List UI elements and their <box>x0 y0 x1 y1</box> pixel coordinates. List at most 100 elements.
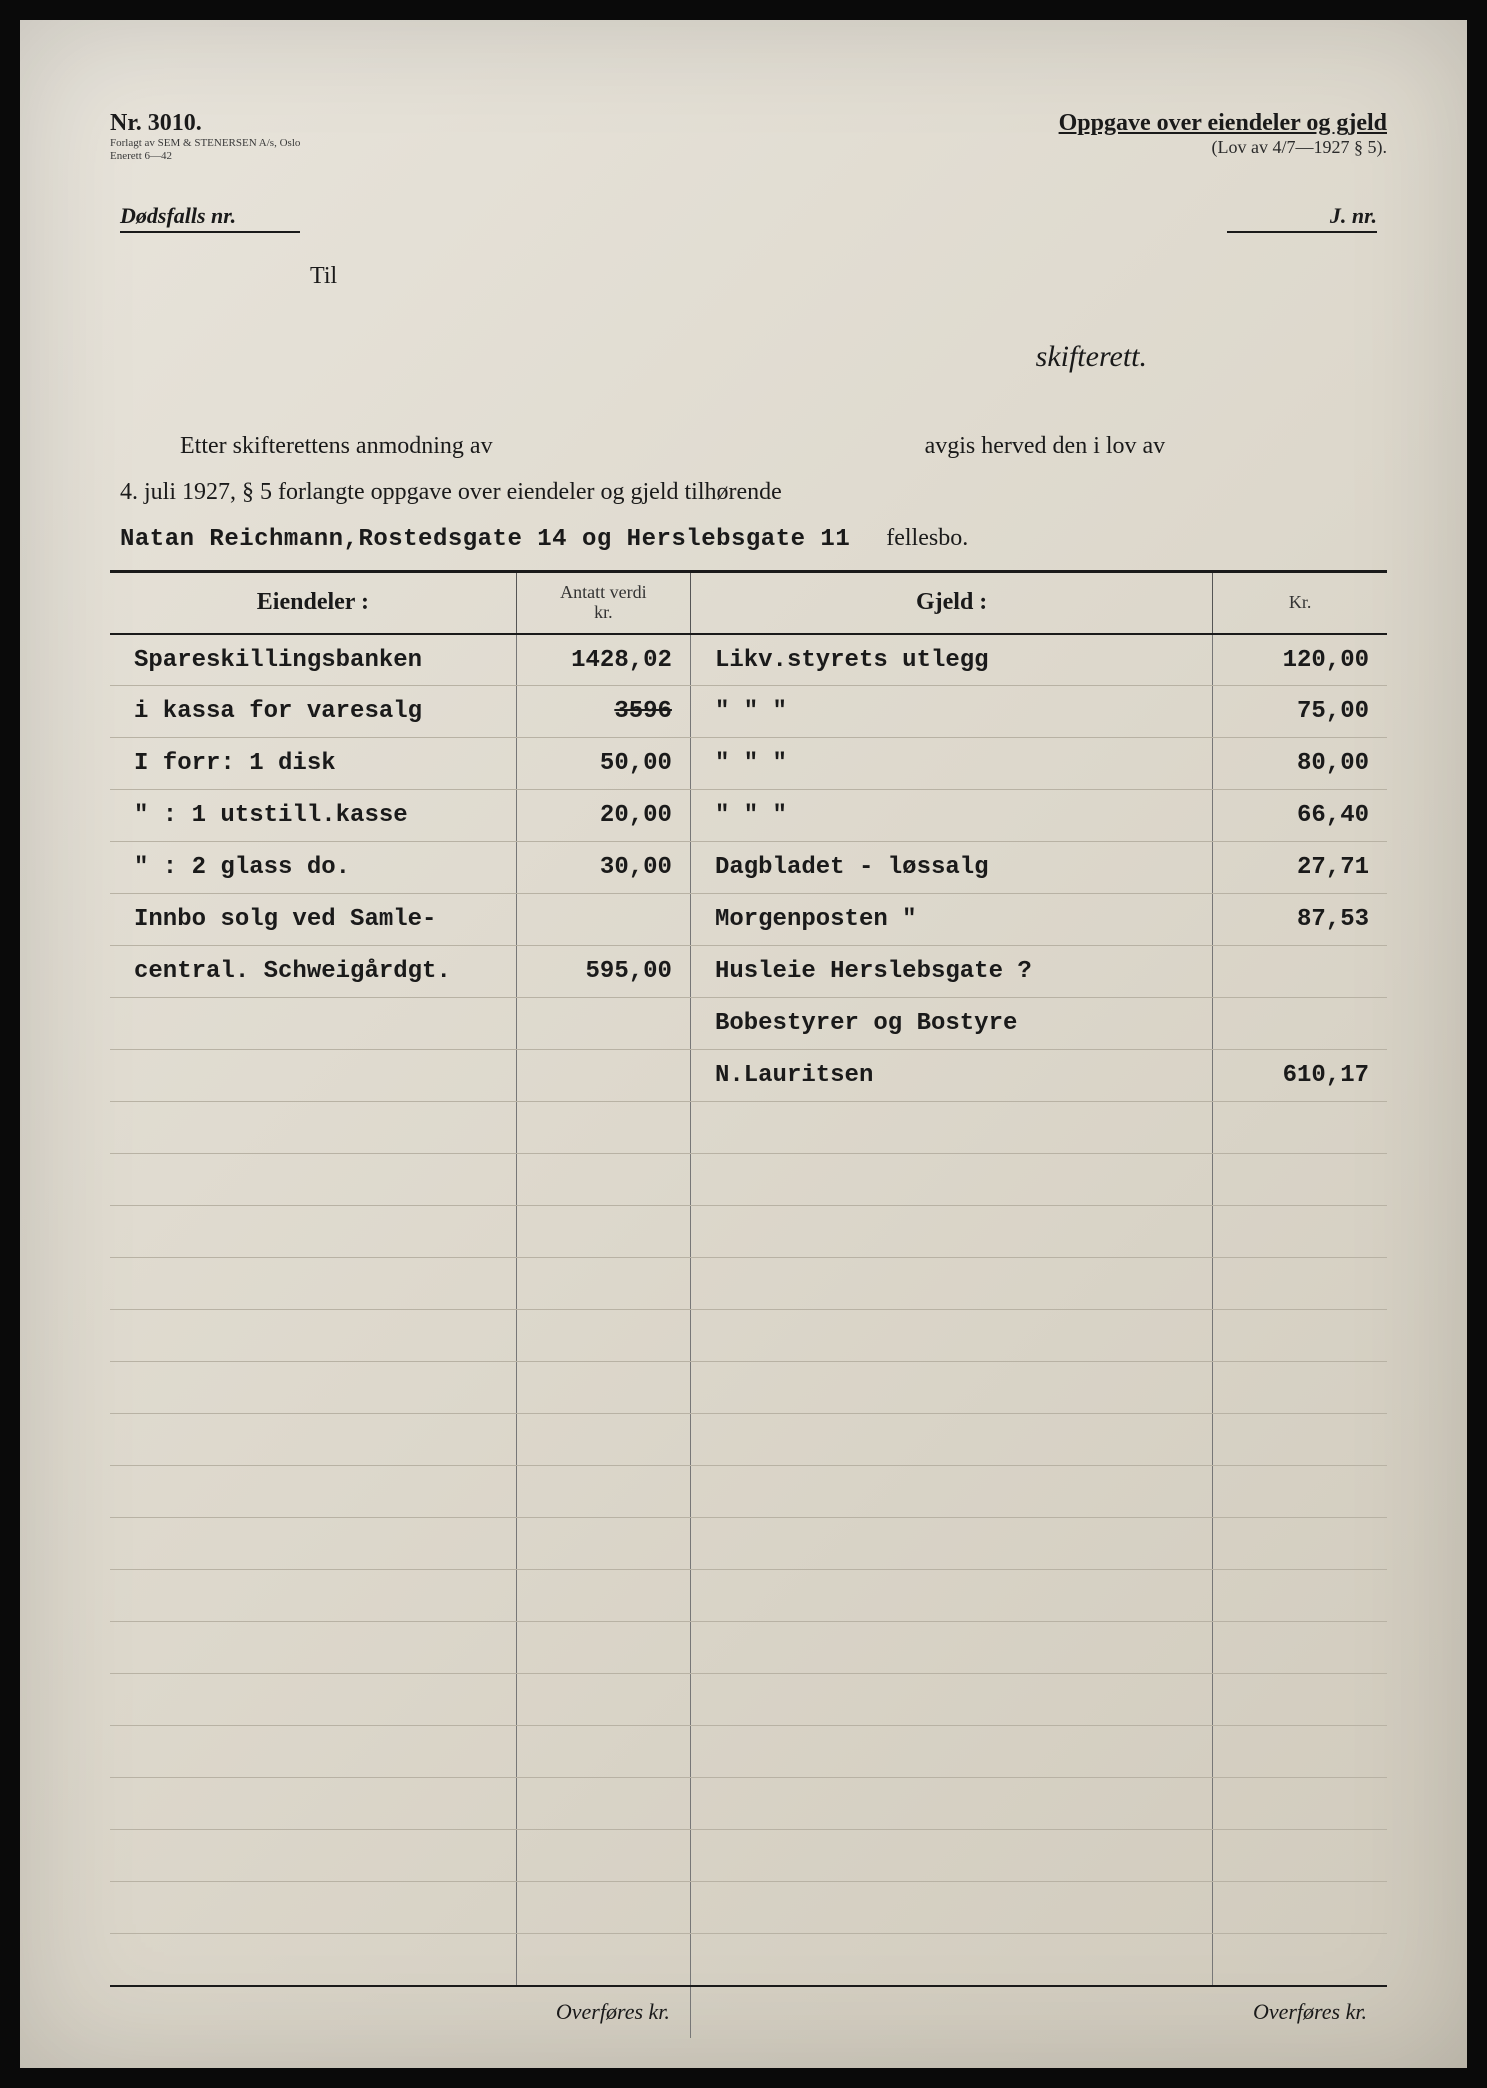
eiendeler-amount <box>516 1050 690 1102</box>
table-row <box>110 1518 1387 1570</box>
eiendeler-desc <box>110 1882 516 1934</box>
gjeld-amount: 610,17 <box>1213 1050 1387 1102</box>
eiendeler-amount: 595,00 <box>516 946 690 998</box>
table-row <box>110 1830 1387 1882</box>
table-row: Bobestyrer og Bostyre <box>110 998 1387 1050</box>
footer-row: Overføres kr. Overføres kr. <box>110 1986 1387 2038</box>
eiendeler-amount <box>516 1674 690 1726</box>
table-row <box>110 1934 1387 1986</box>
gjeld-desc <box>690 1570 1212 1622</box>
fellesbo-label: fellesbo. <box>886 516 968 562</box>
table-row <box>110 1310 1387 1362</box>
table-row: Spareskillingsbanken1428,02Likv.styrets … <box>110 634 1387 686</box>
eiendeler-amount <box>516 1778 690 1830</box>
table-row: i kassa for varesalg3596" " "75,00 <box>110 686 1387 738</box>
gjeld-amount <box>1213 1778 1387 1830</box>
gjeld-amount <box>1213 1622 1387 1674</box>
eiendeler-desc: I forr: 1 disk <box>110 738 516 790</box>
table-row <box>110 1570 1387 1622</box>
gjeld-desc <box>690 1674 1212 1726</box>
til-label: Til <box>310 263 1387 290</box>
eiendeler-desc <box>110 1310 516 1362</box>
eiendeler-desc <box>110 1934 516 1986</box>
gjeld-amount: 66,40 <box>1213 790 1387 842</box>
gjeld-amount <box>1213 1466 1387 1518</box>
gjeld-desc <box>690 1154 1212 1206</box>
gjeld-desc: " " " <box>690 790 1212 842</box>
gjeld-desc: Dagbladet - løssalg <box>690 842 1212 894</box>
gjeld-desc <box>690 1778 1212 1830</box>
eiendeler-desc <box>110 1674 516 1726</box>
gjeld-desc <box>690 1206 1212 1258</box>
gjeld-desc <box>690 1466 1212 1518</box>
gjeld-desc <box>690 1102 1212 1154</box>
eiendeler-amount <box>516 1414 690 1466</box>
table-row: " : 1 utstill.kasse20,00" " "66,40 <box>110 790 1387 842</box>
table-row <box>110 1206 1387 1258</box>
body-line-3: Natan Reichmann,Rostedsgate 14 og Hersle… <box>120 516 1377 563</box>
gjeld-amount <box>1213 1830 1387 1882</box>
publisher-line1: Forlagt av SEM & STENERSEN A/s, Oslo <box>110 137 300 150</box>
body-line-1: Etter skifterettens anmodning av avgis h… <box>120 424 1377 470</box>
eiendeler-desc <box>110 1206 516 1258</box>
gjeld-amount <box>1213 1726 1387 1778</box>
gjeld-amount: 87,53 <box>1213 894 1387 946</box>
gjeld-amount <box>1213 1102 1387 1154</box>
eiendeler-amount <box>516 1102 690 1154</box>
body-line-2: 4. juli 1927, § 5 forlangte oppgave over… <box>120 470 1377 516</box>
gjeld-desc <box>690 1310 1212 1362</box>
body-suffix: avgis herved den i lov av <box>925 433 1166 459</box>
gjeld-amount <box>1213 1414 1387 1466</box>
eiendeler-desc <box>110 1258 516 1310</box>
eiendeler-amount <box>516 1258 690 1310</box>
gjeld-desc <box>690 1258 1212 1310</box>
eiendeler-desc <box>110 1622 516 1674</box>
publisher-line2: Enerett 6—42 <box>110 150 300 163</box>
ledger-table: Eiendeler : Antatt verdi kr. Gjeld : Kr.… <box>110 573 1387 2038</box>
eiendeler-amount: 3596 <box>516 686 690 738</box>
eiendeler-amount <box>516 1154 690 1206</box>
gjeld-desc <box>690 1518 1212 1570</box>
table-row: I forr: 1 disk50,00" " "80,00 <box>110 738 1387 790</box>
gjeld-amount <box>1213 1154 1387 1206</box>
gjeld-desc <box>690 1622 1212 1674</box>
law-reference: (Lov av 4/7—1927 § 5). <box>1059 137 1387 158</box>
gjeld-amount <box>1213 1310 1387 1362</box>
header-antatt-verdi: Antatt verdi kr. <box>516 573 690 634</box>
eiendeler-amount <box>516 1362 690 1414</box>
header-gjeld: Gjeld : <box>690 573 1212 634</box>
eiendeler-amount <box>516 1206 690 1258</box>
gjeld-desc: N.Lauritsen <box>690 1050 1212 1102</box>
eiendeler-amount <box>516 1830 690 1882</box>
eiendeler-amount: 1428,02 <box>516 634 690 686</box>
document-page: Nr. 3010. Forlagt av SEM & STENERSEN A/s… <box>20 20 1467 2068</box>
eiendeler-amount <box>516 1518 690 1570</box>
form-title: Oppgave over eiendeler og gjeld <box>1059 110 1387 137</box>
gjeld-desc <box>690 1726 1212 1778</box>
gjeld-amount <box>1213 1570 1387 1622</box>
eiendeler-desc: central. Schweigårdgt. <box>110 946 516 998</box>
header-right: Oppgave over eiendeler og gjeld (Lov av … <box>1059 110 1387 158</box>
gjeld-amount <box>1213 1206 1387 1258</box>
gjeld-amount: 80,00 <box>1213 738 1387 790</box>
header-row: Nr. 3010. Forlagt av SEM & STENERSEN A/s… <box>110 110 1387 163</box>
gjeld-amount <box>1213 1882 1387 1934</box>
gjeld-desc <box>690 1414 1212 1466</box>
eiendeler-desc <box>110 1414 516 1466</box>
gjeld-desc <box>690 1362 1212 1414</box>
gjeld-amount <box>1213 1362 1387 1414</box>
eiendeler-amount: 50,00 <box>516 738 690 790</box>
eiendeler-desc <box>110 998 516 1050</box>
eiendeler-desc: " : 2 glass do. <box>110 842 516 894</box>
eiendeler-desc: " : 1 utstill.kasse <box>110 790 516 842</box>
eiendeler-amount <box>516 1934 690 1986</box>
table-header-row: Eiendeler : Antatt verdi kr. Gjeld : Kr. <box>110 573 1387 634</box>
gjeld-desc <box>690 1934 1212 1986</box>
gjeld-amount: 120,00 <box>1213 634 1387 686</box>
table-row <box>110 1726 1387 1778</box>
eiendeler-desc: Innbo solg ved Samle- <box>110 894 516 946</box>
gjeld-desc: " " " <box>690 738 1212 790</box>
gjeld-desc <box>690 1830 1212 1882</box>
eiendeler-amount: 20,00 <box>516 790 690 842</box>
form-number: Nr. 3010. <box>110 110 300 137</box>
